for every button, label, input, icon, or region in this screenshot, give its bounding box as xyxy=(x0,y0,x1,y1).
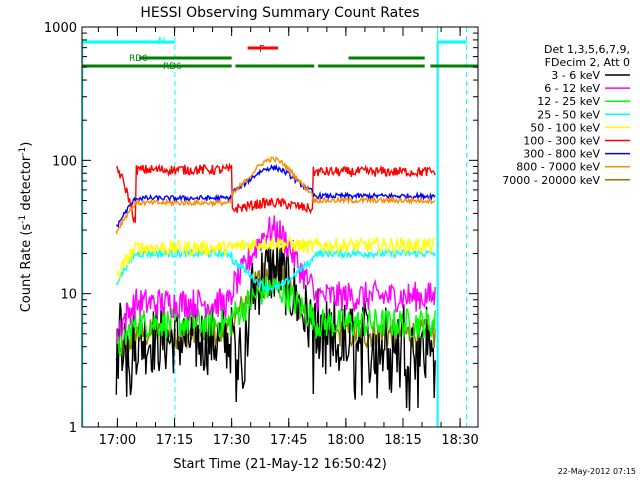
series-trace xyxy=(115,275,436,356)
footer-timestamp: 22-May-2012 07:15 xyxy=(558,467,636,476)
legend-entry-label: 7000 - 20000 keV xyxy=(502,174,600,187)
y-tick-label: 10 xyxy=(60,288,77,303)
series-trace xyxy=(115,156,436,235)
y-axis-label-sup1: -1 xyxy=(18,215,28,224)
legend-entry-label: 300 - 800 keV xyxy=(523,148,600,161)
x-tick-label: 17:30 xyxy=(213,433,250,448)
flag-n-label: N xyxy=(158,36,165,47)
flag-f-label: F xyxy=(259,44,265,55)
legend-header-1: Det 1,3,5,6,7,9, xyxy=(544,43,630,56)
series-trace xyxy=(115,215,436,343)
plot-frame xyxy=(81,26,479,428)
x-tick-label: 17:15 xyxy=(156,433,193,448)
legend-entry-label: 3 - 6 keV xyxy=(551,69,600,82)
legend-entry-label: 12 - 25 keV xyxy=(537,95,600,108)
legend: Det 1,3,5,6,7,9, FDecim 2, Att 0 3 - 6 k… xyxy=(502,43,630,187)
y-tick-label: 1 xyxy=(69,421,77,436)
x-tick-label: 17:45 xyxy=(270,433,307,448)
flag-rd0-label: RD0 xyxy=(129,54,148,64)
legend-entry-label: 25 - 50 keV xyxy=(537,108,600,121)
x-tick-label: 18:00 xyxy=(327,433,364,448)
legend-header-2: FDecim 2, Att 0 xyxy=(545,56,630,69)
series-trace xyxy=(115,243,436,412)
series-line xyxy=(115,162,436,224)
series-line xyxy=(116,234,436,279)
series-trace xyxy=(116,163,436,229)
legend-entry-label: 50 - 100 keV xyxy=(530,121,600,134)
legend-entry-label: 100 - 300 keV xyxy=(523,135,600,148)
y-axis-label-end: ) xyxy=(19,142,34,147)
series-line xyxy=(116,163,436,229)
legend-entry-label: 6 - 12 keV xyxy=(544,82,600,95)
y-axis-label-main: Count Rate (s xyxy=(19,224,34,313)
x-tick-label: 18:15 xyxy=(384,433,421,448)
flag-rd6-label: RD6 xyxy=(163,62,182,72)
series-trace xyxy=(115,162,436,224)
series-trace xyxy=(115,247,436,293)
series-line xyxy=(115,243,436,412)
series-line xyxy=(115,247,436,293)
series-line xyxy=(115,215,436,343)
series-line xyxy=(115,275,436,356)
legend-entry-label: 800 - 7000 keV xyxy=(516,161,600,174)
y-axis-label-sup2: -1 xyxy=(18,147,28,156)
plot-area: N F RD0 RD6 xyxy=(82,27,478,427)
x-tick-label: 17:00 xyxy=(99,433,136,448)
y-tick-label: 1000 xyxy=(44,21,77,36)
y-axis-label-mid: detector xyxy=(19,155,34,215)
axes: 1 10 100 1000 17:00 17:15 17:30 17:45 18:00 18:15… xyxy=(44,21,479,448)
x-axis-label: Start Time (21-May-12 16:50:42) xyxy=(173,457,387,472)
series-trace xyxy=(116,234,436,279)
x-tick-label: 18:30 xyxy=(441,433,478,448)
chart-title: HESSI Observing Summary Count Rates xyxy=(140,5,419,21)
y-axis-label: Count Rate (s-1 detector-1) xyxy=(18,142,34,313)
series-line xyxy=(115,156,436,235)
y-tick-label: 100 xyxy=(52,154,77,169)
